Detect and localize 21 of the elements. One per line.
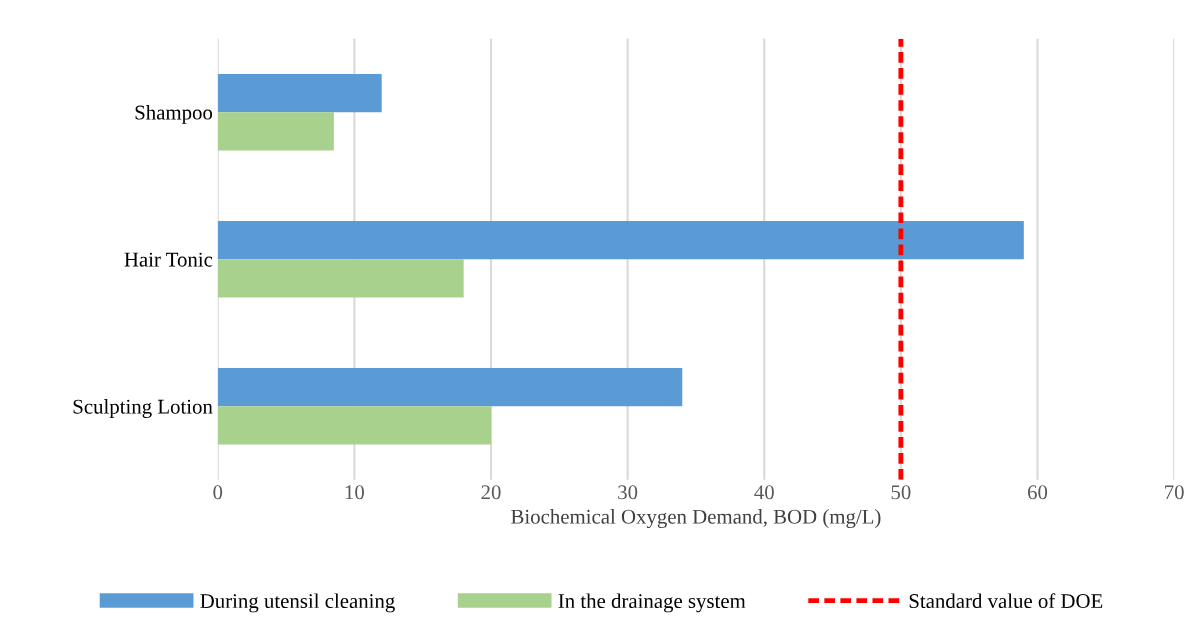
x-tick-label: 10 <box>345 485 364 500</box>
y-tick-label: Hair Tonic <box>124 252 213 267</box>
x-tick-label: 30 <box>618 485 638 500</box>
x-tick-label: 60 <box>1027 485 1048 500</box>
x-tick-label: 20 <box>481 485 501 500</box>
bar <box>217 73 382 113</box>
bar <box>217 368 683 407</box>
x-axis-title: Biochemical Oxygen Demand, BOD (mg/L) <box>511 509 881 529</box>
y-tick-label: Sculpting Lotion <box>73 399 213 418</box>
legend-label: Standard value of DOE <box>909 593 1103 609</box>
x-tick-label: 0 <box>213 485 223 500</box>
bar <box>217 220 1024 260</box>
x-tick-label: 70 <box>1165 485 1184 500</box>
bar <box>217 259 464 298</box>
y-tick-label: Shampoo <box>135 104 213 124</box>
bar <box>217 112 334 151</box>
x-tick-label: 50 <box>891 485 911 500</box>
legend-label: During utensil cleaning <box>200 593 395 613</box>
legend-label: In the drainage system <box>558 593 746 613</box>
bar <box>217 406 491 445</box>
x-tick-label: 40 <box>754 485 774 500</box>
